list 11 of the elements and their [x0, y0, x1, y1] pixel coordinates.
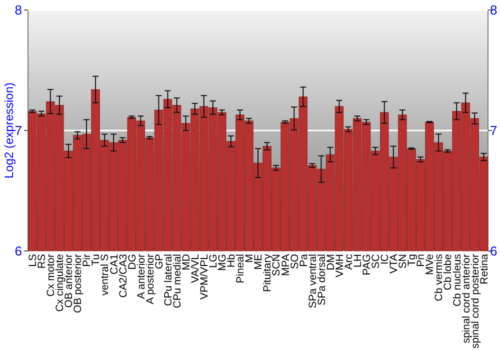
x-tick-label: RS [36, 254, 48, 269]
y-tick-label: 8 [14, 2, 22, 18]
y-axis-title: Log2 (expression) [2, 82, 16, 179]
x-tick-label: Tg [406, 254, 418, 266]
x-tick-label: MVe [424, 254, 436, 276]
y-tick-label: 6 [14, 244, 22, 259]
y2-tick-label: 7 [490, 123, 498, 138]
x-tick-label: OB posterior [72, 254, 84, 313]
y2-tick-label: 6 [490, 244, 498, 259]
y-tick-label: 7 [14, 123, 22, 138]
y2-tick-label: 8 [490, 2, 498, 18]
